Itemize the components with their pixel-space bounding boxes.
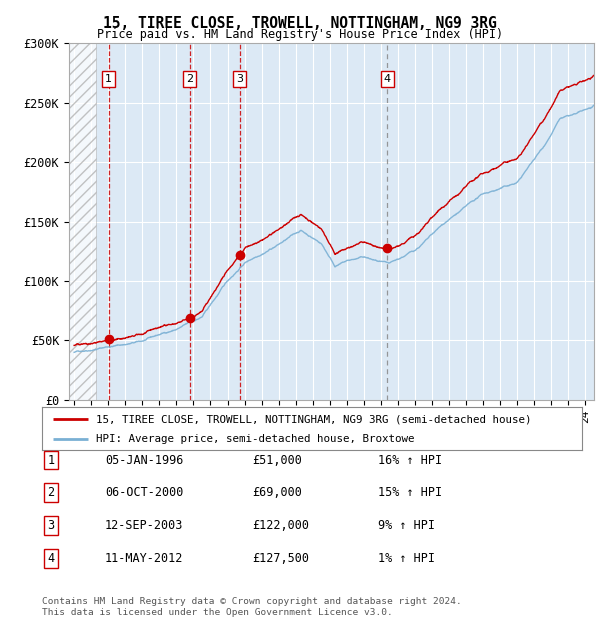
- Text: £69,000: £69,000: [252, 487, 302, 499]
- Text: 4: 4: [47, 552, 55, 565]
- Text: 12-SEP-2003: 12-SEP-2003: [105, 520, 184, 532]
- Text: 15, TIREE CLOSE, TROWELL, NOTTINGHAM, NG9 3RG (semi-detached house): 15, TIREE CLOSE, TROWELL, NOTTINGHAM, NG…: [96, 414, 532, 424]
- Text: 3: 3: [47, 520, 55, 532]
- Text: 2: 2: [186, 74, 193, 84]
- Text: 15% ↑ HPI: 15% ↑ HPI: [378, 487, 442, 499]
- Text: HPI: Average price, semi-detached house, Broxtowe: HPI: Average price, semi-detached house,…: [96, 434, 415, 444]
- Text: 06-OCT-2000: 06-OCT-2000: [105, 487, 184, 499]
- Text: 1% ↑ HPI: 1% ↑ HPI: [378, 552, 435, 565]
- Text: 1: 1: [47, 454, 55, 466]
- Text: 3: 3: [236, 74, 243, 84]
- Text: 16% ↑ HPI: 16% ↑ HPI: [378, 454, 442, 466]
- Text: £122,000: £122,000: [252, 520, 309, 532]
- Text: 15, TIREE CLOSE, TROWELL, NOTTINGHAM, NG9 3RG: 15, TIREE CLOSE, TROWELL, NOTTINGHAM, NG…: [103, 16, 497, 30]
- Text: Price paid vs. HM Land Registry's House Price Index (HPI): Price paid vs. HM Land Registry's House …: [97, 28, 503, 41]
- Text: 1: 1: [105, 74, 112, 84]
- Text: 4: 4: [383, 74, 391, 84]
- Text: Contains HM Land Registry data © Crown copyright and database right 2024.
This d: Contains HM Land Registry data © Crown c…: [42, 598, 462, 617]
- Bar: [69, 43, 96, 400]
- Text: 2: 2: [47, 487, 55, 499]
- Text: £127,500: £127,500: [252, 552, 309, 565]
- Text: 05-JAN-1996: 05-JAN-1996: [105, 454, 184, 466]
- Text: 11-MAY-2012: 11-MAY-2012: [105, 552, 184, 565]
- Text: 9% ↑ HPI: 9% ↑ HPI: [378, 520, 435, 532]
- Text: £51,000: £51,000: [252, 454, 302, 466]
